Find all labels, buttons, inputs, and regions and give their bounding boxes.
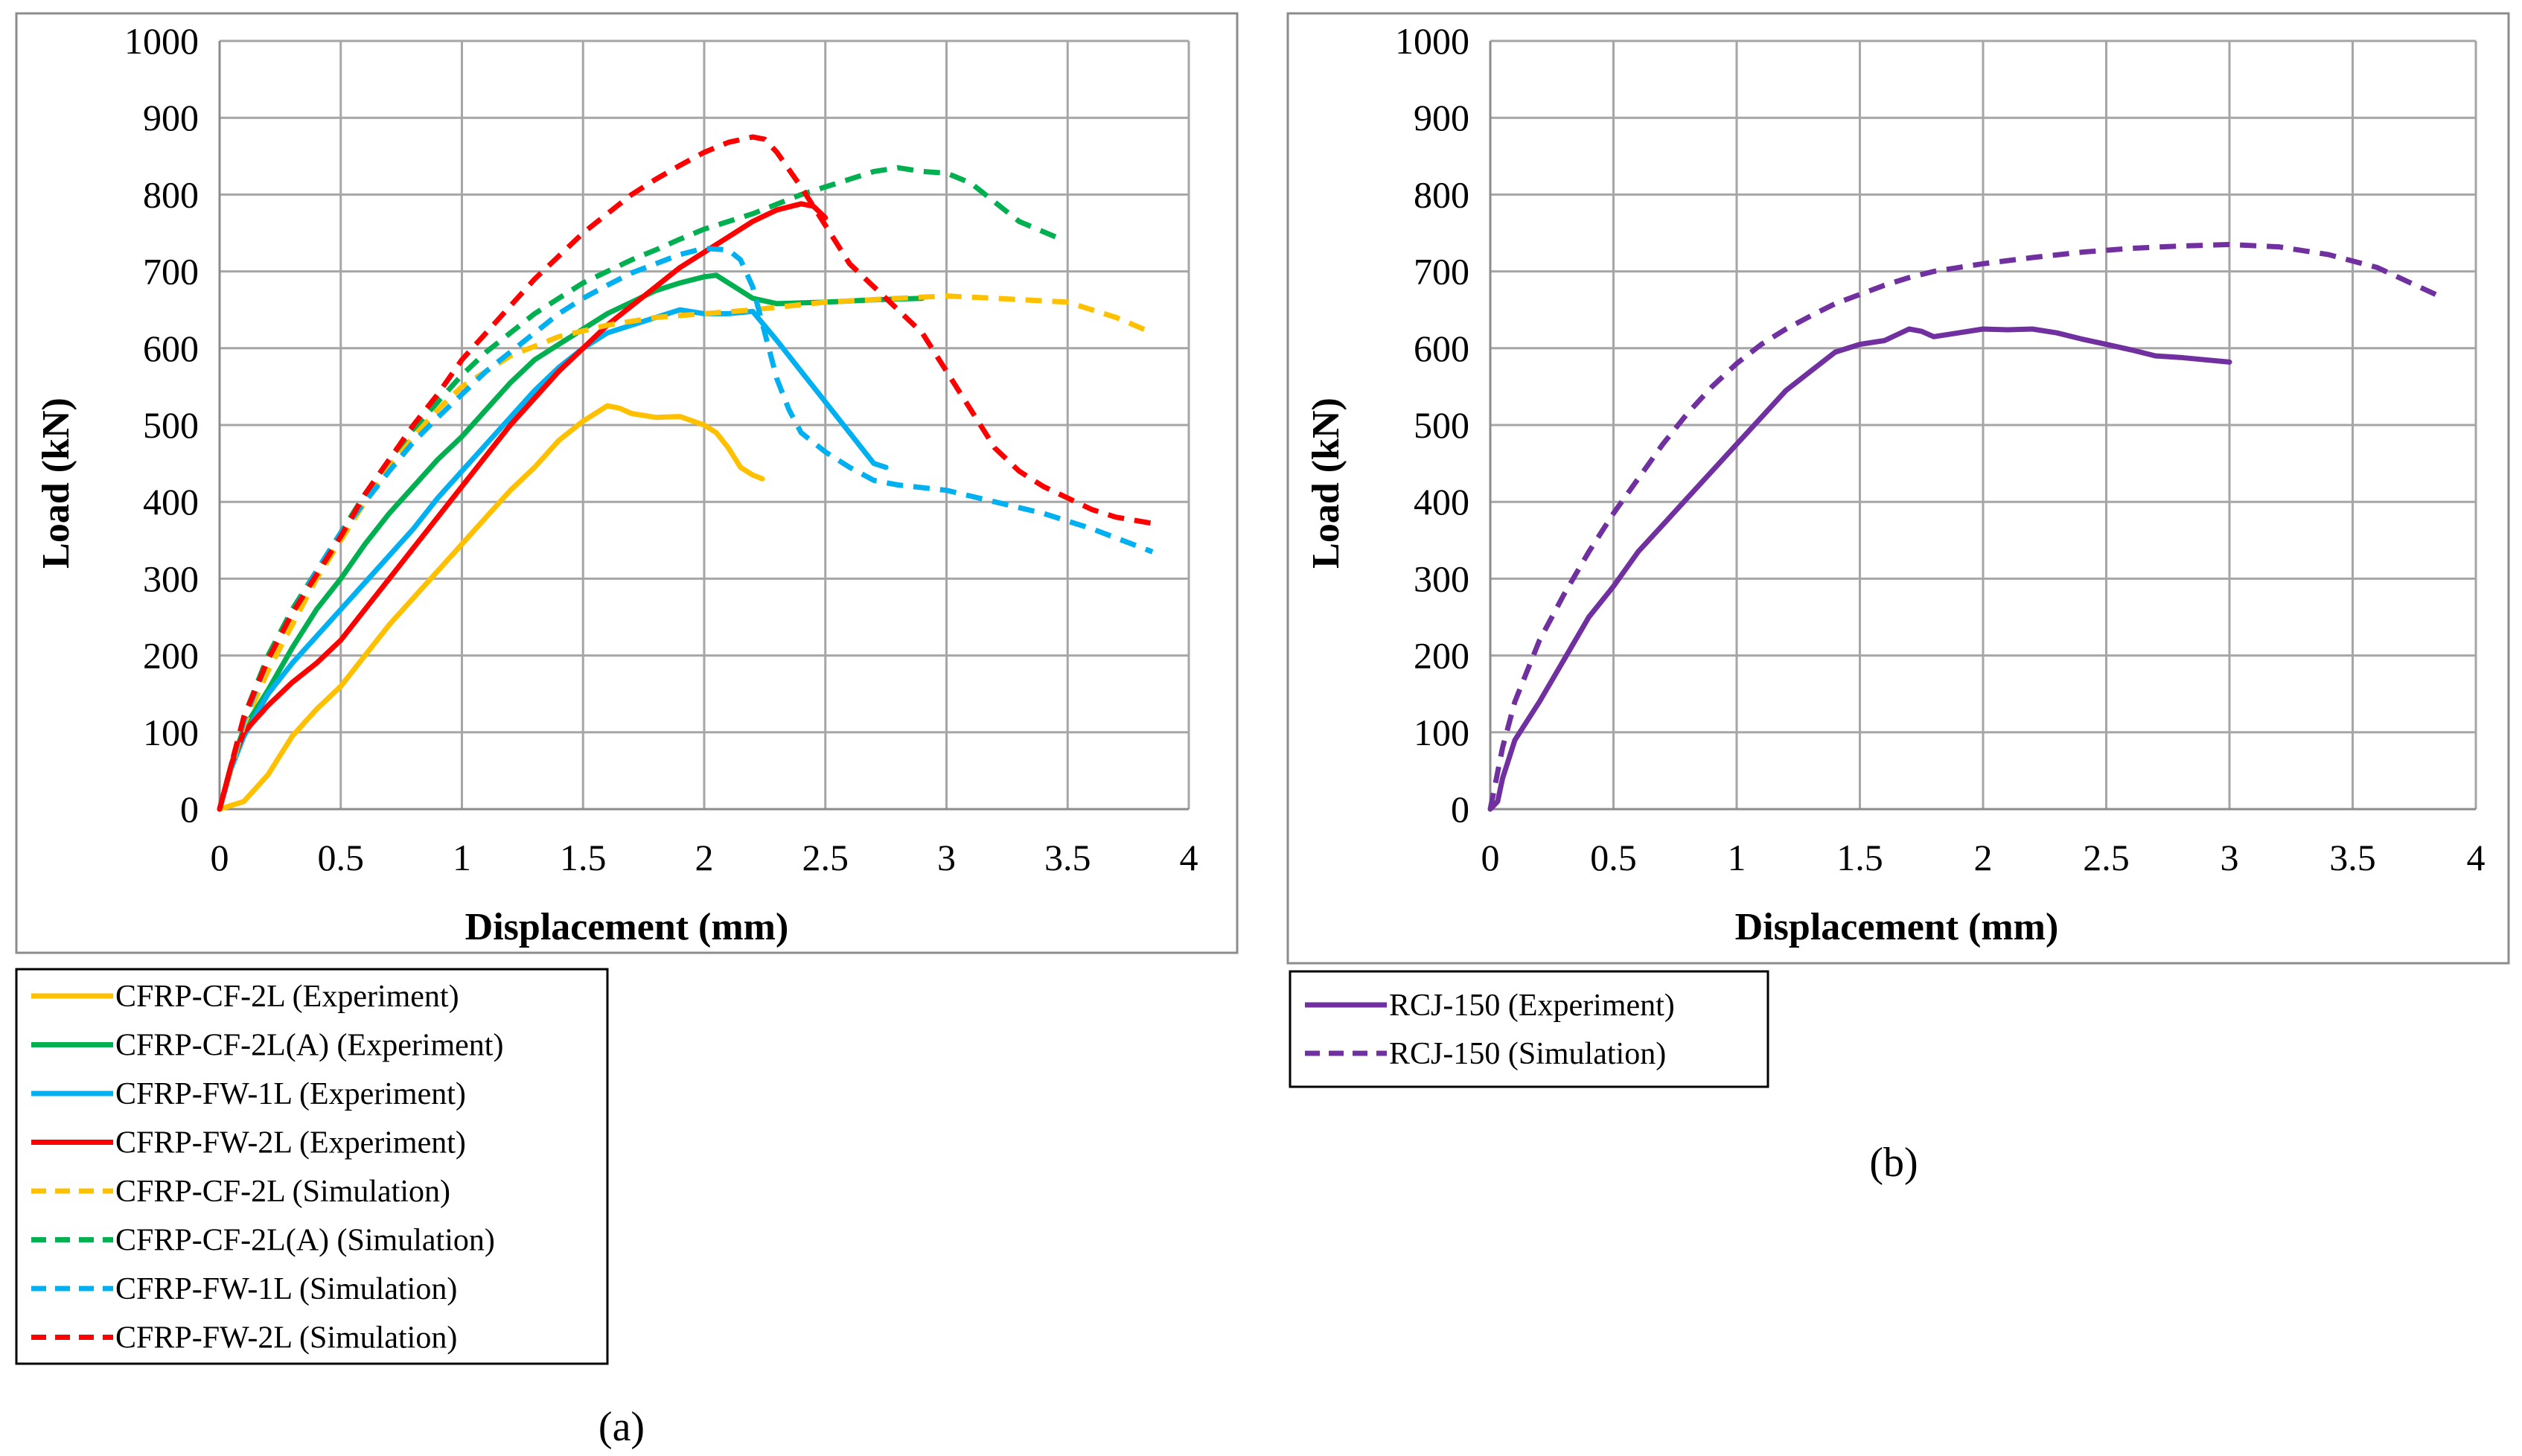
y-tick-label: 800	[1414, 173, 1469, 215]
chart-b-legend-box	[1289, 970, 1769, 1088]
x-tick-label: 0.5	[1590, 837, 1637, 878]
x-tick-label: 1	[1728, 837, 1746, 878]
x-tick-label: 0.5	[318, 837, 365, 878]
x-tick-label: 3.5	[1044, 837, 1091, 878]
y-tick-label: 0	[1451, 788, 1469, 830]
legend-label: CFRP-CF-2L(A) (Simulation)	[115, 1224, 495, 1258]
x-tick-label: 3	[2221, 837, 2239, 878]
y-tick-label: 800	[143, 173, 199, 215]
series-line-rcj-150-experiment	[1487, 326, 2232, 812]
y-tick-label: 200	[143, 635, 199, 677]
y-tick-label: 600	[1414, 328, 1469, 369]
legend-label: CFRP-CF-2L (Simulation)	[115, 1175, 450, 1209]
y-tick-label: 500	[1414, 404, 1469, 446]
x-tick-label: 2.5	[802, 837, 849, 878]
y-tick-label: 600	[143, 328, 199, 369]
y-tick-label: 100	[1414, 712, 1469, 753]
legend-label: CFRP-CF-2L(A) (Experiment)	[115, 1029, 503, 1063]
y-tick-label: 900	[1414, 97, 1469, 138]
chart-a-x-ticks: 0 0.5 1 1.5 2 2.5 3 3.5 4	[211, 837, 1198, 878]
x-tick-label: 0	[211, 837, 229, 878]
legend-label: CFRP-FW-2L (Simulation)	[115, 1321, 457, 1356]
x-tick-label: 2	[695, 837, 714, 878]
chart-panel-b: 0 100 200 300 400 500 600 700 800 900 1000 0 0.5 1 1.…	[1286, 12, 2510, 1186]
series-line-rcj-150-simulation	[1487, 242, 2440, 810]
chart-b-grid	[1489, 39, 2477, 811]
x-tick-label: 2.5	[2083, 837, 2130, 878]
y-tick-label: 200	[1414, 635, 1469, 677]
chart-b-frame	[1286, 12, 2510, 965]
chart-b-y-axis-label: Load (kN)	[1305, 397, 1347, 569]
legend-label: RCJ-150 (Simulation)	[1389, 1037, 1666, 1071]
chart-a-y-axis-label: Load (kN)	[35, 397, 77, 569]
chart-a-x-axis-label: Displacement (mm)	[465, 906, 789, 948]
legend-label: RCJ-150 (Experiment)	[1389, 989, 1675, 1023]
x-tick-label: 1.5	[1836, 837, 1883, 878]
y-tick-label: 400	[143, 481, 199, 523]
y-tick-label: 400	[1414, 481, 1469, 523]
y-tick-label: 1000	[124, 20, 199, 62]
legend-label: CFRP-CF-2L (Experiment)	[115, 980, 459, 1014]
x-tick-label: 4	[2467, 837, 2486, 878]
y-tick-label: 300	[143, 558, 199, 599]
x-tick-label: 3.5	[2329, 837, 2376, 878]
series-line-cfrp-fw-1l-experiment	[217, 307, 889, 812]
chart-b-y-ticks: 0 100 200 300 400 500 600 700 800 900 1000	[1395, 20, 1469, 830]
y-tick-label: 0	[180, 788, 199, 830]
x-tick-label: 4	[1180, 837, 1198, 878]
legend-label: CFRP-FW-2L (Experiment)	[115, 1126, 466, 1160]
chart-panel-a: 0 100 200 300 400 500 600 700 800 900 1000 0 0.5 1 1.…	[15, 12, 1239, 1450]
chart-b-legend: RCJ-150 (Experiment) RCJ-150 (Simulation)	[1305, 989, 1675, 1071]
legend-label: CFRP-FW-1L (Experiment)	[115, 1077, 466, 1111]
x-tick-label: 3	[937, 837, 956, 878]
series-line-cfrp-fw-2l-simulation	[217, 134, 1153, 810]
chart-a-legend: CFRP-CF-2L (Experiment) CFRP-CF-2L(A) (Ex…	[31, 980, 503, 1356]
y-tick-label: 100	[143, 712, 199, 753]
y-tick-label: 700	[143, 251, 199, 293]
chart-b-caption: (b)	[1869, 1140, 1918, 1186]
y-tick-label: 700	[1414, 251, 1469, 293]
x-tick-label: 1	[453, 837, 471, 878]
series-line-cfrp-fw-1l-simulation	[217, 246, 1154, 810]
chart-a-series	[217, 134, 1154, 812]
y-tick-label: 1000	[1395, 20, 1469, 62]
chart-a-caption: (a)	[598, 1404, 645, 1450]
y-tick-label: 300	[1414, 558, 1469, 599]
y-tick-label: 900	[143, 97, 199, 138]
series-line-cfrp-cf-2l-experiment	[217, 403, 765, 812]
chart-b-series	[1487, 242, 2440, 812]
x-tick-label: 0	[1481, 837, 1500, 878]
series-line-cfrp-cf-2l-a-experiment	[217, 272, 925, 812]
legend-label: CFRP-FW-1L (Simulation)	[115, 1272, 457, 1306]
series-line-cfrp-fw-2l-experiment	[217, 201, 829, 812]
x-tick-label: 1.5	[560, 837, 607, 878]
chart-a-y-ticks: 0 100 200 300 400 500 600 700 800 900 1000	[124, 20, 199, 830]
y-tick-label: 500	[143, 404, 199, 446]
chart-b-x-ticks: 0 0.5 1 1.5 2 2.5 3 3.5 4	[1481, 837, 2486, 878]
chart-a-frame	[15, 12, 1239, 954]
chart-b-x-axis-label: Displacement (mm)	[1735, 906, 2059, 948]
chart-a-legend-box	[15, 968, 609, 1365]
x-tick-label: 2	[1974, 837, 1993, 878]
